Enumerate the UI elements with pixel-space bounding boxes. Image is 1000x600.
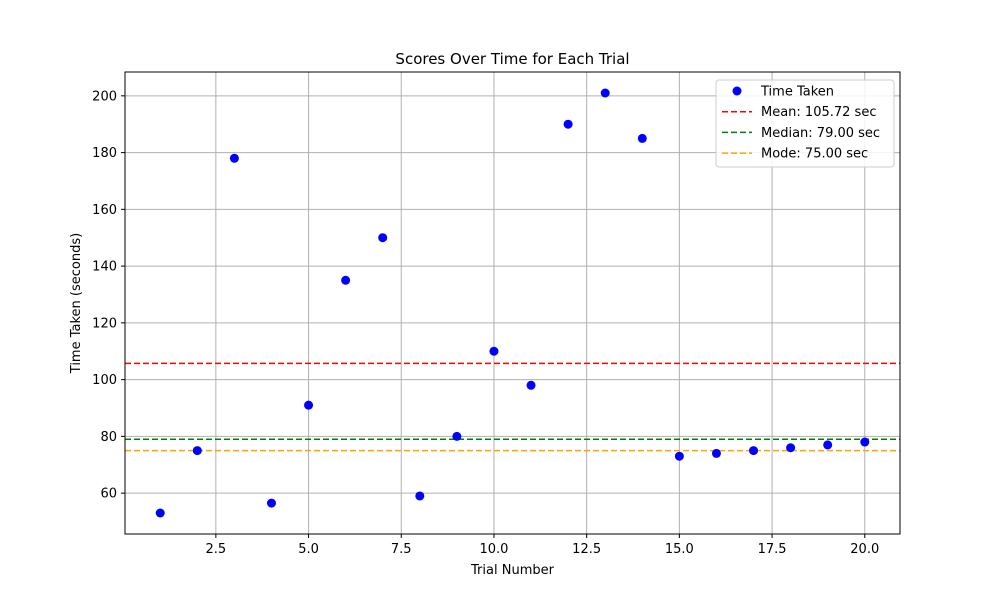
data-point [378,233,388,243]
data-point [563,119,573,129]
data-point [192,446,202,456]
x-tick-label: 7.5 [391,542,412,557]
y-tick-label: 100 [92,373,117,388]
data-point [229,153,239,163]
reference-lines [125,362,900,452]
x-tick-label: 15.0 [665,542,694,557]
data-point [711,448,721,458]
data-point [637,133,647,143]
data-point [526,380,536,390]
legend-label: Mean: 105.72 sec [761,105,876,120]
y-tick-label: 200 [92,89,117,104]
y-tick-label: 140 [92,260,117,275]
data-point [786,443,796,453]
data-point [341,275,351,285]
x-tick-label: 10.0 [479,542,508,557]
data-point [860,437,870,447]
x-axis-ticks: 2.5 5.0 7.5 10.0 12.5 15.0 17.5 20.0 [206,534,879,557]
y-axis-ticks: 60 80 100 120 140 160 180 200 [92,89,125,502]
legend-box [715,79,895,168]
data-point [415,491,425,501]
legend-label: Mode: 75.00 sec [761,147,868,162]
data-point [266,498,276,508]
x-axis-label: Trial Number [470,563,555,578]
legend: Time Taken Mean: 105.72 sec Median: 79.00 … [715,79,895,168]
chart-title: Scores Over Time for Each Trial [395,50,629,68]
y-tick-label: 80 [100,430,117,445]
legend-marker [732,86,742,96]
y-tick-label: 120 [92,316,117,331]
data-point [823,440,833,450]
x-tick-label: 2.5 [206,542,227,557]
data-point [304,400,314,410]
data-point [155,508,165,518]
y-axis-label: Time Taken (seconds) [69,233,84,374]
plot-frame [124,71,901,535]
data-point [749,446,759,456]
x-tick-label: 17.5 [758,542,787,557]
x-tick-label: 5.0 [298,542,319,557]
y-tick-label: 180 [92,146,117,161]
y-tick-label: 60 [100,487,117,502]
x-tick-label: 20.0 [850,542,879,557]
legend-label: Time Taken [760,85,834,100]
data-points [155,88,870,518]
data-point [674,451,684,461]
data-point [600,88,610,98]
legend-label: Median: 79.00 sec [761,126,880,141]
data-point [452,431,462,441]
y-tick-label: 160 [92,203,117,218]
data-point [489,346,499,356]
x-tick-label: 12.5 [572,542,601,557]
